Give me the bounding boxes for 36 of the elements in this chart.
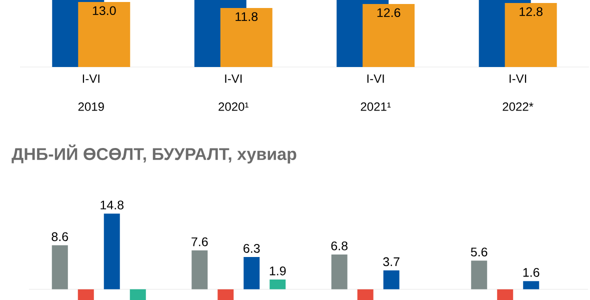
bar bbox=[362, 4, 415, 67]
bar bbox=[218, 289, 234, 300]
data-label: 5.6 bbox=[470, 248, 488, 256]
data-label: 8.6 bbox=[52, 232, 68, 242]
bar bbox=[471, 260, 488, 290]
data-label: 13.0 bbox=[92, 6, 116, 16]
data-label: 3.7 bbox=[383, 257, 400, 266]
category-label: I-VI 2019 bbox=[78, 74, 104, 111]
data-label: 12.6 bbox=[377, 8, 400, 18]
bar bbox=[383, 270, 400, 290]
category-label: I-VI 2020¹ bbox=[218, 74, 248, 111]
data-label: 12.8 bbox=[520, 7, 542, 16]
bar bbox=[192, 250, 208, 290]
bar bbox=[78, 289, 94, 300]
bar bbox=[104, 214, 120, 290]
data-label: 6.3 bbox=[244, 244, 260, 253]
data-label: 6.8 bbox=[331, 241, 348, 250]
category-label: I-VI 2021¹ bbox=[360, 74, 391, 111]
bar bbox=[244, 257, 260, 290]
bar bbox=[130, 289, 146, 300]
chart-title: ДНБ-ИЙ ӨСӨЛТ, БУУРАЛТ, хувиар bbox=[12, 144, 296, 164]
bar bbox=[504, 3, 557, 67]
bar bbox=[78, 2, 130, 67]
bar bbox=[52, 245, 68, 290]
bar bbox=[497, 289, 514, 300]
bar bbox=[331, 254, 348, 290]
bar bbox=[523, 281, 540, 290]
bar bbox=[270, 280, 286, 290]
bar bbox=[220, 8, 272, 67]
data-label: 14.8 bbox=[100, 200, 124, 210]
data-label: 11.8 bbox=[236, 12, 258, 22]
data-label: 7.6 bbox=[192, 237, 208, 246]
bar bbox=[357, 289, 374, 300]
data-label: 1.9 bbox=[270, 266, 286, 276]
category-label: I-VI 2022* bbox=[502, 74, 534, 111]
data-label: 1.6 bbox=[523, 268, 540, 277]
